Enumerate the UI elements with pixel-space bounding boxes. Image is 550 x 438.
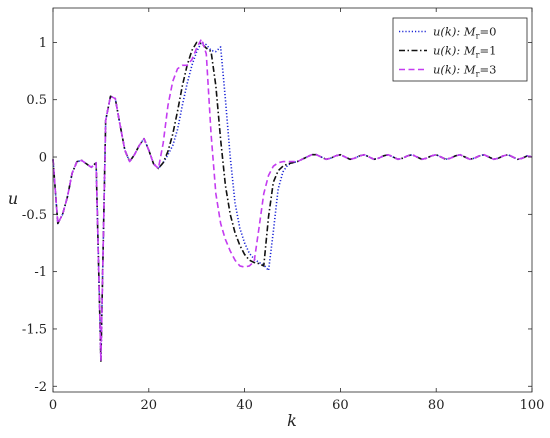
series-line-mr3 bbox=[52, 38, 533, 362]
y-tick-label: -2 bbox=[34, 380, 47, 395]
legend-label-part: M bbox=[463, 25, 477, 39]
x-tick-label: 80 bbox=[428, 398, 445, 413]
y-tick-label: 0 bbox=[39, 151, 47, 166]
y-tick-label: 1 bbox=[39, 36, 47, 51]
y-tick-label: -0.5 bbox=[22, 208, 47, 223]
x-tick-label: 0 bbox=[49, 398, 57, 413]
legend-label-part: M bbox=[463, 44, 477, 58]
legend-label-part: M bbox=[463, 63, 477, 77]
legend-label: u(k): Mr=3 bbox=[433, 63, 496, 79]
legend: u(k): Mr=0u(k): Mr=1u(k): Mr=3 bbox=[392, 17, 528, 82]
x-axis-label: k bbox=[287, 411, 297, 430]
x-tick-label: 20 bbox=[141, 398, 158, 413]
legend-label: u(k): Mr=0 bbox=[433, 25, 496, 41]
legend-label: u(k): Mr=1 bbox=[433, 44, 496, 60]
legend-label-part: r bbox=[476, 32, 480, 41]
legend-label-part: =1 bbox=[480, 44, 497, 58]
legend-label-part: =0 bbox=[480, 25, 497, 39]
legend-label-part: u(k): bbox=[433, 44, 464, 58]
legend-box bbox=[392, 17, 528, 82]
x-tick-label: 60 bbox=[332, 398, 349, 413]
x-tick-label: 40 bbox=[236, 398, 253, 413]
series-layer bbox=[52, 38, 533, 362]
y-tick-label: -1 bbox=[34, 265, 47, 280]
x-tick-label: 100 bbox=[520, 398, 545, 413]
legend-label-part: r bbox=[476, 51, 480, 60]
ticks-layer: 0 20 40 60 80 100 -2 -1.5 -1 -0.5 0 0.5 1 bbox=[22, 8, 544, 413]
legend-label-part: u(k): bbox=[433, 25, 464, 39]
legend-label-part: r bbox=[476, 70, 480, 79]
plot-frame bbox=[52, 7, 533, 393]
legend-label-part: u(k): bbox=[433, 63, 464, 77]
y-tick-label: -1.5 bbox=[22, 322, 47, 337]
y-axis-label: u bbox=[8, 189, 18, 208]
legend-label-part: =3 bbox=[480, 63, 497, 77]
y-tick-label: 0.5 bbox=[26, 93, 47, 108]
